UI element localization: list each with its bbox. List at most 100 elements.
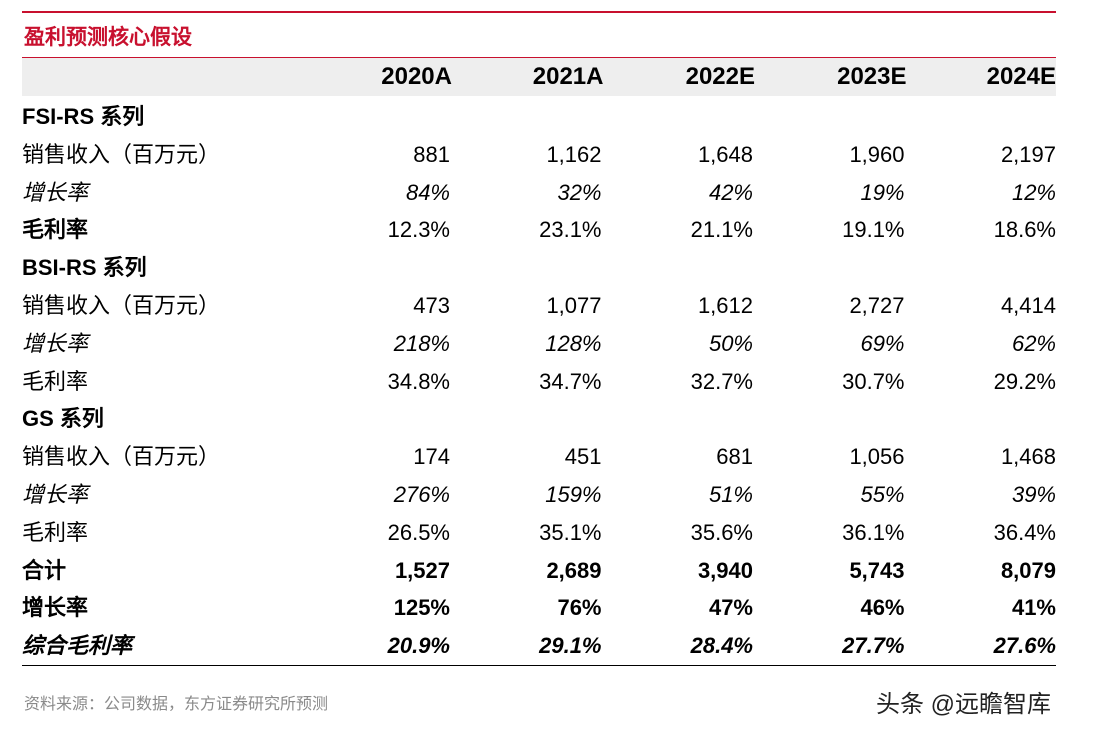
forecast-table: FSI-RS 系列 销售收入（百万元） 881 1,162 1,648 1,960 2,19… <box>22 98 1056 665</box>
row-value: 1,162 <box>546 141 602 167</box>
row-label: 综合毛利率 <box>22 633 133 659</box>
row-value: 47% <box>708 595 753 621</box>
row-value: 128% <box>545 330 602 356</box>
row-value: 21.1% <box>690 217 753 243</box>
row-value <box>602 400 754 438</box>
table-row: 销售收入（百万元） 174 451 681 1,056 1,468 <box>22 438 1056 476</box>
row-value <box>602 249 754 287</box>
row-label: GS 系列 <box>22 406 104 432</box>
row-value: 46% <box>860 595 905 621</box>
row-value: 5,743 <box>849 557 905 583</box>
row-value: 1,077 <box>546 292 602 318</box>
bottom-rule <box>22 665 1056 666</box>
row-value <box>450 249 602 287</box>
row-value <box>905 400 1057 438</box>
row-value: 1,960 <box>849 141 905 167</box>
row-value: 35.1% <box>539 519 602 545</box>
row-value: 23.1% <box>539 217 602 243</box>
col-header-2022e: 2022E <box>685 63 755 90</box>
watermark: 头条 @远瞻智库 <box>876 691 1052 718</box>
row-value: 1,056 <box>849 444 905 470</box>
row-label: BSI-RS 系列 <box>22 255 147 281</box>
row-value: 1,648 <box>697 141 753 167</box>
row-value: 2,197 <box>1000 141 1056 167</box>
table-row: 增长率 218% 128% 50% 69% 62% <box>22 325 1056 363</box>
table-row: 毛利率 34.8% 34.7% 32.7% 30.7% 29.2% <box>22 363 1056 401</box>
row-value: 2,727 <box>849 292 905 318</box>
row-value: 20.9% <box>387 633 450 659</box>
row-value: 41% <box>1011 595 1056 621</box>
row-value <box>450 400 602 438</box>
row-value: 27.6% <box>993 633 1056 659</box>
row-label: 增长率 <box>22 481 89 507</box>
row-value: 42% <box>708 179 753 205</box>
row-value: 1,468 <box>1000 444 1056 470</box>
table-row: 毛利率 12.3% 23.1% 21.1% 19.1% 18.6% <box>22 211 1056 249</box>
row-value <box>753 98 905 136</box>
table-row: 销售收入（百万元） 881 1,162 1,648 1,960 2,197 <box>22 136 1056 174</box>
row-value: 51% <box>708 481 753 507</box>
row-value: 125% <box>393 595 450 621</box>
row-value <box>905 249 1057 287</box>
col-header-2021a: 2021A <box>532 63 604 90</box>
row-value: 18.6% <box>993 217 1056 243</box>
table-row: 增长率 84% 32% 42% 19% 12% <box>22 174 1056 212</box>
row-value: 1,612 <box>697 292 753 318</box>
row-value <box>318 400 450 438</box>
row-value: 681 <box>716 444 753 470</box>
row-label: 毛利率 <box>22 519 89 545</box>
row-value: 26.5% <box>387 519 450 545</box>
row-value: 27.7% <box>842 633 905 659</box>
row-value: 8,079 <box>1000 557 1056 583</box>
col-header-2020a: 2020A <box>381 63 452 90</box>
table-row: 合计 1,527 2,689 3,940 5,743 8,079 <box>22 552 1056 590</box>
row-value: 12% <box>1011 179 1056 205</box>
row-value: 19.1% <box>842 217 905 243</box>
col-header-2023e: 2023E <box>837 63 907 90</box>
row-value: 159% <box>545 481 602 507</box>
row-value: 35.6% <box>690 519 753 545</box>
row-value: 32.7% <box>690 368 753 394</box>
row-label: 毛利率 <box>22 368 89 394</box>
table-row: FSI-RS 系列 <box>22 98 1056 136</box>
row-value: 36.1% <box>842 519 905 545</box>
row-value: 451 <box>564 444 602 470</box>
table-header: 2020A 2021A 2022E 2023E 2024E <box>22 58 1056 96</box>
row-value: 84% <box>405 179 450 205</box>
row-label: 合计 <box>22 557 67 583</box>
row-label: 增长率 <box>22 330 89 356</box>
row-value: 29.1% <box>539 633 602 659</box>
table-row: 毛利率 26.5% 35.1% 35.6% 36.1% 36.4% <box>22 514 1056 552</box>
row-value: 39% <box>1011 481 1056 507</box>
top-rule <box>22 11 1056 13</box>
col-header-2024e: 2024E <box>986 63 1056 90</box>
source-note: 资料来源：公司数据，东方证券研究所预测 <box>24 696 329 713</box>
row-label: 增长率 <box>22 595 89 621</box>
row-value: 174 <box>413 444 450 470</box>
table-row: BSI-RS 系列 <box>22 249 1056 287</box>
table-row: 增长率 276% 159% 51% 55% 39% <box>22 476 1056 514</box>
row-value: 69% <box>860 330 905 356</box>
row-value: 3,940 <box>697 557 753 583</box>
row-label: 增长率 <box>22 179 89 205</box>
table-row: 增长率 125% 76% 47% 46% 41% <box>22 589 1056 627</box>
row-value: 34.7% <box>539 368 602 394</box>
row-value: 2,689 <box>546 557 602 583</box>
row-value <box>318 249 450 287</box>
row-value <box>450 98 602 136</box>
table-row: 销售收入（百万元） 473 1,077 1,612 2,727 4,414 <box>22 287 1056 325</box>
row-value: 30.7% <box>842 368 905 394</box>
row-value: 1,527 <box>394 557 450 583</box>
row-value: 218% <box>393 330 450 356</box>
row-value: 28.4% <box>690 633 753 659</box>
row-value <box>753 249 905 287</box>
row-value: 34.8% <box>387 368 450 394</box>
row-value: 12.3% <box>387 217 450 243</box>
row-value: 4,414 <box>1000 292 1056 318</box>
row-label: 销售收入（百万元） <box>22 292 221 318</box>
row-value: 62% <box>1011 330 1056 356</box>
row-value: 276% <box>393 481 450 507</box>
row-value: 19% <box>860 179 905 205</box>
row-value: 50% <box>708 330 753 356</box>
table-row: GS 系列 <box>22 400 1056 438</box>
